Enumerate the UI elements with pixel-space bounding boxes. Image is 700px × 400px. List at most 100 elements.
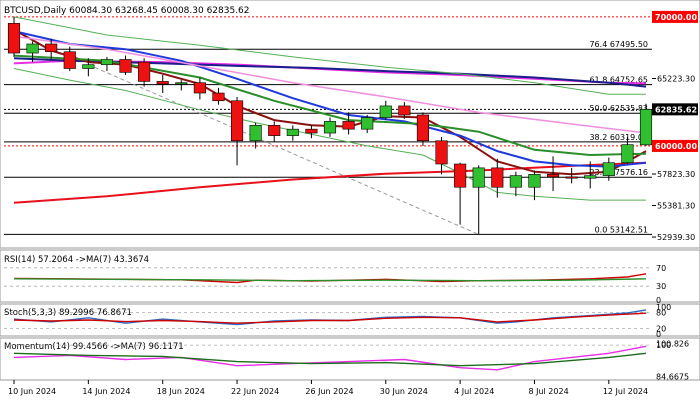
candle-body — [100, 59, 114, 65]
rsi-panel: RSI(14) 57.2064 ->MA(7) 43.3674 70 30 0 — [0, 249, 700, 305]
rsi-label: RSI(14) 57.2064 ->MA(7) 43.3674 — [4, 255, 149, 265]
candle-body — [398, 105, 411, 116]
time-tick-8: 12 Jul 2024 — [603, 387, 648, 396]
candle-body — [230, 100, 244, 142]
candle-body — [249, 124, 262, 142]
candle-body — [602, 162, 615, 176]
fib-label-0: 76.4 67495.50 — [589, 40, 648, 49]
red-ma-line — [13, 161, 647, 204]
candle-body — [305, 128, 318, 134]
time-axis: 10 Jun 2024 14 Jun 2024 18 Jun 2024 22 Jun … — [8, 380, 648, 396]
time-tick-2: 18 Jun 2024 — [157, 387, 205, 396]
axis-tick-0: 100 — [656, 303, 671, 312]
candle-body — [565, 176, 578, 179]
candle-body — [268, 124, 281, 136]
axis-tick-2: 84.6675 — [656, 373, 689, 382]
candle — [63, 46, 76, 72]
price-tag-bg-1 — [652, 103, 698, 116]
candle-body — [454, 163, 467, 188]
candle — [454, 162, 467, 225]
momentum-panel: Momentum(14) 99.4566 ->MA(7) 96.1171 100… — [0, 337, 700, 382]
candle-body — [435, 140, 448, 165]
time-tick-6: 4 Jul 2024 — [454, 387, 494, 396]
fib-label-3: 38.2 60319.01 — [589, 133, 648, 142]
candle — [249, 122, 262, 149]
candle-body — [323, 121, 337, 134]
candle-body — [26, 43, 39, 54]
rsi-lines: 70 30 0 — [4, 264, 666, 305]
candle — [528, 170, 541, 201]
axis-tick-1: 30 — [656, 282, 666, 291]
time-tick-7: 8 Jul 2024 — [528, 387, 568, 396]
axis-tick-1: 80 — [656, 308, 666, 317]
candle — [379, 100, 392, 121]
candle-body — [138, 61, 151, 82]
rsi-panel-frame — [0, 249, 700, 303]
candle-body — [639, 109, 653, 146]
candle — [416, 112, 430, 146]
pink-ma-line — [13, 35, 647, 134]
fib-label-2: 50.0 62535.83 — [589, 104, 648, 113]
candle — [268, 121, 281, 143]
axis-tick-2: 20 — [656, 325, 666, 334]
candle — [361, 114, 374, 134]
momentum-label: Momentum(14) 99.4566 ->MA(7) 96.1171 — [4, 342, 184, 352]
candle — [175, 80, 188, 91]
candle-body — [342, 121, 355, 130]
candle — [491, 158, 504, 198]
candle — [435, 136, 448, 175]
price-tag-bg-2 — [652, 139, 698, 152]
series-line-1 — [13, 352, 647, 367]
candle-body — [193, 82, 206, 94]
price-tags: 70000.00 62835.62 60000.00 — [652, 10, 698, 152]
candle — [119, 55, 132, 75]
candle — [7, 16, 21, 57]
candle — [546, 156, 560, 192]
price-axis: 65223.30 57823.30 55381.30 52939.30 — [652, 75, 695, 242]
candle-body — [45, 43, 58, 53]
trendline-line — [88, 64, 479, 235]
candle-body — [621, 144, 634, 164]
candle-body — [156, 81, 169, 85]
price-panel: BTCUSD,Daily 60084.30 63268.45 60008.30 … — [0, 0, 700, 249]
candle — [156, 74, 169, 94]
axis-tick-2: 0 — [656, 296, 661, 305]
candle-body — [212, 92, 225, 102]
candle — [398, 102, 411, 119]
series-line-1 — [13, 312, 647, 324]
candle — [230, 96, 244, 166]
candle-body — [472, 167, 485, 188]
candle-body — [175, 82, 188, 85]
candle — [621, 136, 634, 164]
candle-body — [546, 174, 560, 178]
candle — [286, 125, 299, 141]
candle-body — [528, 174, 541, 188]
candle — [565, 167, 578, 184]
candle-body — [491, 167, 504, 188]
time-tick-5: 30 Jun 2024 — [380, 387, 428, 396]
fib-label-1: 61.8 64752.65 — [589, 76, 648, 85]
time-tick-4: 26 Jun 2024 — [305, 387, 353, 396]
candle-body — [509, 175, 522, 188]
price-tag-1: 62835.62 — [655, 105, 697, 114]
price-tick-2: 55381.30 — [657, 202, 695, 211]
series-line-1 — [13, 278, 647, 282]
candle — [509, 171, 522, 197]
fib-label-4: 23.6 57576.16 — [589, 168, 648, 177]
candle — [100, 56, 114, 72]
axis-tick-3: 0 — [656, 330, 661, 339]
axis-tick-0: 100.826 — [656, 339, 689, 348]
candle — [342, 112, 355, 135]
time-tick-3: 22 Jun 2024 — [231, 387, 279, 396]
candle — [193, 77, 206, 100]
candle-body — [416, 114, 430, 142]
candle — [472, 165, 485, 235]
price-tag-0: 70000.00 — [655, 13, 697, 22]
candle — [305, 125, 318, 139]
axis-tick-0: 70 — [656, 264, 666, 273]
price-tag-2: 60000.00 — [655, 142, 697, 151]
